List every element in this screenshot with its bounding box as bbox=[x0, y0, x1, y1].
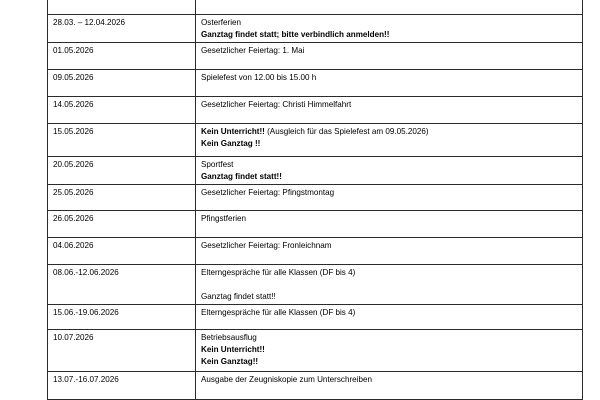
table-cell-date: 10.07.2026 bbox=[47, 329, 196, 373]
table-row: 15.06.-19.06.2026 Elterngespräche für all… bbox=[47, 304, 583, 331]
date-text: 14.05.2026 bbox=[53, 100, 94, 110]
table-row: 14.05.2026 Gesetzlicher Feiertag: Christi… bbox=[47, 96, 583, 125]
table-cell-date: 09.05.2026 bbox=[47, 69, 196, 98]
table-cell-description: Betriebsausflug Kein Unterricht!! Kein Gan… bbox=[195, 329, 583, 373]
description-line: Elterngespräche für alle Klassen (DF bis… bbox=[201, 268, 356, 278]
date-text: 09.05.2026 bbox=[53, 73, 94, 83]
table-row: 04.06.2026 Gesetzlicher Feiertag: Fronlei… bbox=[47, 237, 583, 266]
date-text: 04.06.2026 bbox=[53, 241, 94, 251]
description-line: Ganztag findet statt!! bbox=[201, 291, 276, 301]
table-cell-date: 15.06.-19.06.2026 bbox=[47, 304, 196, 331]
table-cell-date bbox=[47, 0, 196, 15]
table-row: 01.05.2026 Gesetzlicher Feiertag: 1. Mai bbox=[47, 42, 583, 71]
table-row: 09.05.2026 Spielefest von 12.00 bis 15.00… bbox=[47, 69, 583, 98]
table-cell-date: 01.05.2026 bbox=[47, 42, 196, 71]
table-row: Ganztag findet statt, bitte verbindlich … bbox=[47, 0, 583, 15]
description-blank-line bbox=[201, 279, 582, 291]
table-cell-date: 25.05.2026 bbox=[47, 184, 196, 212]
description-line: Ganztag findet statt, bitte verbindlich … bbox=[201, 0, 582, 1]
table-cell-description: Spielefest von 12.00 bis 15.00 h bbox=[195, 69, 583, 98]
description-line: Kein Ganztag !! bbox=[201, 138, 261, 148]
description-line: Betriebsausflug bbox=[201, 333, 257, 343]
description-line: Spielefest von 12.00 bis 15.00 h bbox=[201, 73, 317, 83]
date-text: 20.05.2026 bbox=[53, 160, 94, 170]
table-row: 08.06.-12.06.2026 Elterngespräche für all… bbox=[47, 264, 583, 306]
table-cell-description: Gesetzlicher Feiertag: Fronleichnam bbox=[195, 237, 583, 266]
date-text: 10.07.2026 bbox=[53, 333, 94, 343]
table-cell-description: Gesetzlicher Feiertag: 1. Mai bbox=[195, 42, 583, 71]
date-text: 25.05.2026 bbox=[53, 188, 94, 198]
table-row: 20.05.2026 Sportfest Ganztag findet statt!… bbox=[47, 156, 583, 186]
date-text: 01.05.2026 bbox=[53, 46, 94, 56]
table-row: 25.05.2026 Gesetzlicher Feiertag: Pfingst… bbox=[47, 184, 583, 212]
table-cell-description: Ausgabe der Zeugniskopie zum Unterschrei… bbox=[195, 371, 583, 400]
table-cell-description: Sportfest Ganztag findet statt!! bbox=[195, 156, 583, 186]
table-cell-date: 04.06.2026 bbox=[47, 237, 196, 266]
description-line: Gesetzlicher Feiertag: Fronleichnam bbox=[201, 241, 332, 251]
table-cell-description: Elterngespräche für alle Klassen (DF bis… bbox=[195, 304, 583, 331]
table-cell-date: 13.07.-16.07.2026 bbox=[47, 371, 196, 400]
date-text: 26.05.2026 bbox=[53, 214, 94, 224]
table-row: 10.07.2026 Betriebsausflug Kein Unterricht… bbox=[47, 329, 583, 373]
description-line: Ausgabe der Zeugniskopie zum Unterschrei… bbox=[201, 375, 372, 385]
table-cell-date: 20.05.2026 bbox=[47, 156, 196, 186]
description-line: Sportfest bbox=[201, 160, 234, 170]
description-line: Ganztag findet statt!! bbox=[201, 171, 282, 181]
table-cell-date: 26.05.2026 bbox=[47, 210, 196, 239]
date-text bbox=[53, 0, 195, 1]
table-row: 28.03. – 12.04.2026 Osterferien Ganztag fi… bbox=[47, 13, 583, 44]
school-calendar-table: Ganztag findet statt, bitte verbindlich … bbox=[47, 0, 583, 400]
table-cell-date: 14.05.2026 bbox=[47, 96, 196, 125]
table-cell-date: 08.06.-12.06.2026 bbox=[47, 264, 196, 306]
description-line: Kein Ganztag!! bbox=[201, 356, 259, 366]
table-cell-description: Osterferien Ganztag findet statt; bitte v… bbox=[195, 13, 583, 44]
date-text: 15.05.2026 bbox=[53, 127, 94, 137]
table-cell-description: Gesetzlicher Feiertag: Pfingstmontag bbox=[195, 184, 583, 212]
description-line: Kein Unterricht!! (Ausgleich für das Spi… bbox=[201, 127, 429, 137]
description-line: Kein Unterricht!! bbox=[201, 344, 265, 354]
table-cell-description: Elterngespräche für alle Klassen (DF bis… bbox=[195, 264, 583, 306]
description-line: Gesetzlicher Feiertag: 1. Mai bbox=[201, 46, 305, 56]
table-cell-description: Ganztag findet statt, bitte verbindlich … bbox=[195, 0, 583, 15]
table-cell-description: Pfingstferien bbox=[195, 210, 583, 239]
date-text: 13.07.-16.07.2026 bbox=[53, 375, 119, 385]
description-line: Osterferien bbox=[201, 18, 242, 27]
table-cell-date: 15.05.2026 bbox=[47, 123, 196, 158]
description-line: Gesetzlicher Feiertag: Pfingstmontag bbox=[201, 188, 335, 198]
table-body: Ganztag findet statt, bitte verbindlich … bbox=[47, 0, 583, 400]
table-cell-description: Gesetzlicher Feiertag: Christi Himmelfah… bbox=[195, 96, 583, 125]
table-row: 13.07.-16.07.2026 Ausgabe der Zeugniskopi… bbox=[47, 371, 583, 400]
date-text: 15.06.-19.06.2026 bbox=[53, 308, 119, 318]
description-line: Gesetzlicher Feiertag: Christi Himmelfah… bbox=[201, 100, 352, 110]
table-row: 15.05.2026 Kein Unterricht!! (Ausgleich f… bbox=[47, 123, 583, 158]
description-line-suffix: (Ausgleich für das Spielefest am 09.05.2… bbox=[264, 127, 429, 137]
description-line: Ganztag findet statt; bitte verbindlich … bbox=[201, 29, 390, 39]
date-text: 08.06.-12.06.2026 bbox=[53, 268, 119, 278]
table-row: 26.05.2026 Pfingstferien bbox=[47, 210, 583, 239]
date-text: 28.03. – 12.04.2026 bbox=[53, 18, 126, 27]
table-cell-date: 28.03. – 12.04.2026 bbox=[47, 13, 196, 44]
description-line: Pfingstferien bbox=[201, 214, 246, 224]
description-line: Elterngespräche für alle Klassen (DF bis… bbox=[201, 308, 356, 318]
table-cell-description: Kein Unterricht!! (Ausgleich für das Spi… bbox=[195, 123, 583, 158]
